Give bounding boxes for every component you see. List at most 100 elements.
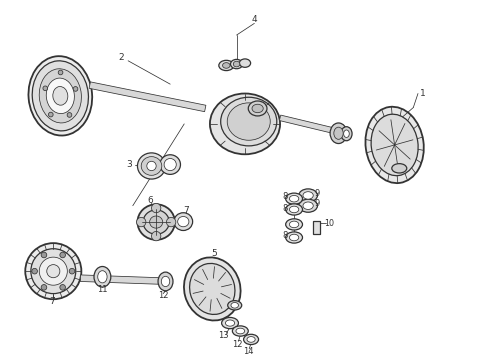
Text: 8: 8 <box>283 231 288 240</box>
Ellipse shape <box>28 56 92 135</box>
Circle shape <box>32 268 37 274</box>
Ellipse shape <box>231 302 239 308</box>
Ellipse shape <box>236 328 245 334</box>
Circle shape <box>67 113 72 117</box>
Ellipse shape <box>147 161 156 171</box>
Text: 11: 11 <box>97 285 107 294</box>
Ellipse shape <box>141 157 162 175</box>
Ellipse shape <box>39 257 67 285</box>
Ellipse shape <box>210 94 280 154</box>
Ellipse shape <box>330 123 347 144</box>
Ellipse shape <box>158 272 173 291</box>
Circle shape <box>60 252 66 258</box>
Ellipse shape <box>219 60 234 71</box>
Circle shape <box>151 231 161 241</box>
Circle shape <box>58 70 63 75</box>
Circle shape <box>41 252 47 258</box>
Circle shape <box>151 203 161 213</box>
Ellipse shape <box>98 271 107 283</box>
Circle shape <box>69 268 75 274</box>
Ellipse shape <box>47 265 60 278</box>
Polygon shape <box>80 275 172 285</box>
Ellipse shape <box>225 320 235 326</box>
Ellipse shape <box>303 192 313 199</box>
Ellipse shape <box>143 210 169 234</box>
Ellipse shape <box>160 155 180 174</box>
Ellipse shape <box>161 276 170 287</box>
Circle shape <box>137 217 146 227</box>
Circle shape <box>43 86 48 91</box>
Ellipse shape <box>290 206 299 213</box>
Circle shape <box>49 112 53 117</box>
Ellipse shape <box>53 86 68 105</box>
Ellipse shape <box>290 195 299 202</box>
Ellipse shape <box>190 264 235 314</box>
Ellipse shape <box>244 334 259 345</box>
Ellipse shape <box>334 127 343 139</box>
Ellipse shape <box>220 97 277 146</box>
Polygon shape <box>279 115 339 135</box>
Ellipse shape <box>31 249 76 294</box>
Ellipse shape <box>286 219 302 230</box>
Text: 12: 12 <box>158 292 169 301</box>
Text: 7: 7 <box>49 297 55 306</box>
Ellipse shape <box>286 193 302 204</box>
Ellipse shape <box>32 61 88 131</box>
Ellipse shape <box>174 213 193 230</box>
Circle shape <box>41 284 47 290</box>
Ellipse shape <box>138 204 175 240</box>
Ellipse shape <box>138 153 166 179</box>
Ellipse shape <box>164 158 176 171</box>
Ellipse shape <box>303 202 313 210</box>
Ellipse shape <box>286 232 302 243</box>
Ellipse shape <box>286 204 302 215</box>
Text: 9: 9 <box>315 189 319 198</box>
Text: 14: 14 <box>244 347 254 356</box>
Ellipse shape <box>366 107 424 183</box>
FancyBboxPatch shape <box>313 221 320 234</box>
Text: 7: 7 <box>183 206 189 215</box>
Ellipse shape <box>221 318 239 329</box>
Text: 13: 13 <box>218 331 229 340</box>
Text: 1: 1 <box>420 89 425 98</box>
Ellipse shape <box>94 266 111 287</box>
Ellipse shape <box>371 114 418 176</box>
Text: 5: 5 <box>212 249 218 258</box>
Text: 9: 9 <box>315 199 319 208</box>
Text: 6: 6 <box>147 195 153 204</box>
Ellipse shape <box>247 337 255 342</box>
Ellipse shape <box>25 243 81 299</box>
Ellipse shape <box>46 78 74 114</box>
Polygon shape <box>89 82 206 112</box>
Ellipse shape <box>232 326 248 336</box>
Ellipse shape <box>178 216 189 227</box>
Ellipse shape <box>184 257 241 320</box>
Circle shape <box>73 87 78 91</box>
Ellipse shape <box>228 301 242 310</box>
Ellipse shape <box>233 61 240 67</box>
Ellipse shape <box>392 164 407 173</box>
Ellipse shape <box>222 63 230 68</box>
Ellipse shape <box>248 101 267 116</box>
Circle shape <box>60 284 66 290</box>
Ellipse shape <box>299 189 318 202</box>
Ellipse shape <box>343 130 349 138</box>
Ellipse shape <box>39 69 81 123</box>
Ellipse shape <box>299 199 318 212</box>
Ellipse shape <box>149 216 163 228</box>
Text: 2: 2 <box>118 53 124 62</box>
Ellipse shape <box>227 103 270 140</box>
Ellipse shape <box>290 221 299 228</box>
Ellipse shape <box>252 104 263 113</box>
Ellipse shape <box>290 234 299 241</box>
Text: 10: 10 <box>324 219 335 228</box>
Text: 12: 12 <box>232 339 242 348</box>
Text: 8: 8 <box>283 203 288 212</box>
Text: 8: 8 <box>283 192 288 201</box>
Ellipse shape <box>341 127 352 141</box>
Text: 4: 4 <box>251 15 257 24</box>
Ellipse shape <box>230 59 243 69</box>
Ellipse shape <box>240 59 250 67</box>
Text: 3: 3 <box>126 160 132 169</box>
Circle shape <box>167 217 176 227</box>
